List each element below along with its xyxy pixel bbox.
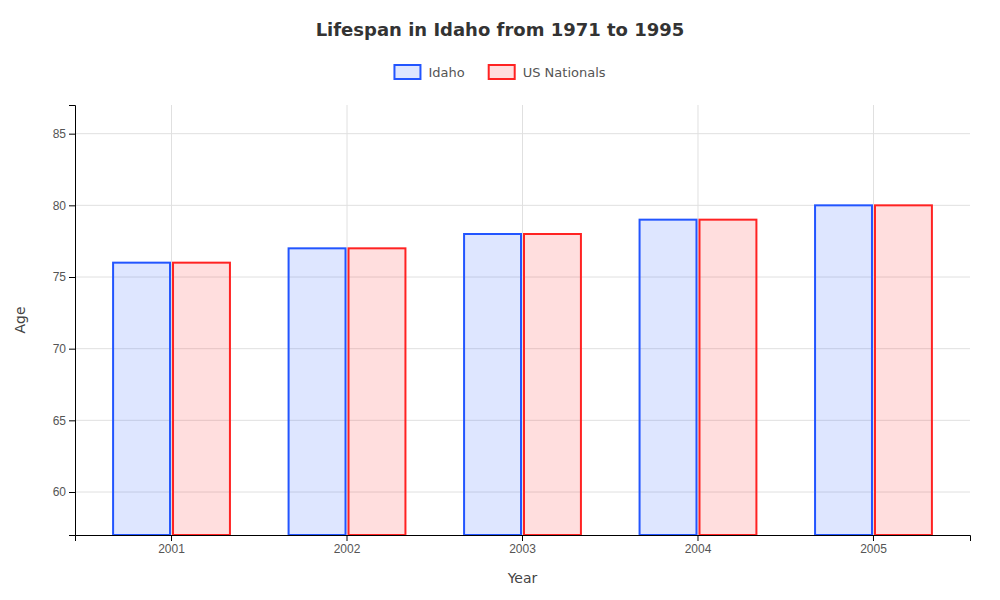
tick-mark [522, 535, 523, 541]
series [173, 205, 932, 535]
axis-line [69, 106, 76, 536]
tick-label: 65 [53, 414, 67, 428]
tick-label: 2003 [509, 542, 536, 556]
legend-item: US Nationals [489, 65, 606, 80]
legend-swatch [394, 65, 420, 79]
x-axis: 2001 2002 2003 2004 2005 [76, 535, 971, 556]
tick: 2002 [334, 535, 361, 556]
bar [699, 220, 756, 535]
grid-line-x [347, 105, 348, 535]
bar [113, 263, 170, 535]
grid-line-x [697, 105, 698, 535]
legend: Idaho US Nationals [394, 65, 605, 80]
tick-mark [69, 277, 75, 278]
tick: 2004 [685, 535, 712, 556]
y-axis-title: Age [12, 306, 28, 333]
bar [815, 205, 872, 535]
grid-line-x [873, 105, 874, 535]
chart: 60 65 70 75 80 85 2001 2002 2003 2004 2005 Year Age L… [0, 0, 1000, 600]
grid-line-x [171, 105, 172, 535]
tick-mark [873, 535, 874, 541]
bar [289, 248, 346, 535]
tick: 2001 [158, 535, 185, 556]
tick-label: 75 [53, 270, 67, 284]
tick-mark [69, 205, 75, 206]
axis-line [76, 536, 971, 542]
tick: 65 [53, 414, 75, 428]
tick-label: 60 [53, 485, 67, 499]
bar [173, 263, 230, 535]
title: Lifespan in Idaho from 1971 to 1995 [316, 19, 685, 40]
tick: 2005 [860, 535, 887, 556]
tick: 75 [53, 270, 75, 284]
bar [524, 234, 581, 535]
tick-mark [697, 535, 698, 541]
tick-mark [171, 535, 172, 541]
bar [640, 220, 697, 535]
bar [349, 248, 406, 535]
tick-label: 2005 [860, 542, 887, 556]
tick: 60 [53, 485, 75, 499]
tick-label: 2002 [334, 542, 361, 556]
tick-mark [69, 492, 75, 493]
tick: 2003 [509, 535, 536, 556]
tick-mark [69, 134, 75, 135]
tick-mark [69, 349, 75, 350]
tick: 80 [53, 199, 75, 213]
tick: 70 [53, 342, 75, 356]
tick-mark [347, 535, 348, 541]
bar [875, 205, 932, 535]
grid-line-x [522, 105, 523, 535]
legend-swatch [489, 65, 515, 79]
tick-label: 80 [53, 199, 67, 213]
bar [464, 234, 521, 535]
legend-item: Idaho [394, 65, 464, 80]
grid [75, 105, 970, 535]
plot: 60 65 70 75 80 85 2001 2002 2003 2004 2005 Year Age [12, 105, 971, 586]
series [113, 205, 872, 535]
tick-label: 2004 [685, 542, 712, 556]
tick: 85 [53, 127, 75, 141]
tick-label: 85 [53, 127, 67, 141]
tick-label: 2001 [158, 542, 185, 556]
tick-label: 70 [53, 342, 67, 356]
legend-label: Idaho [428, 65, 464, 80]
legend-label: US Nationals [523, 65, 606, 80]
x-axis-title: Year [507, 570, 538, 586]
y-axis: 60 65 70 75 80 85 [53, 106, 76, 536]
tick-mark [69, 420, 75, 421]
bars [113, 205, 932, 535]
